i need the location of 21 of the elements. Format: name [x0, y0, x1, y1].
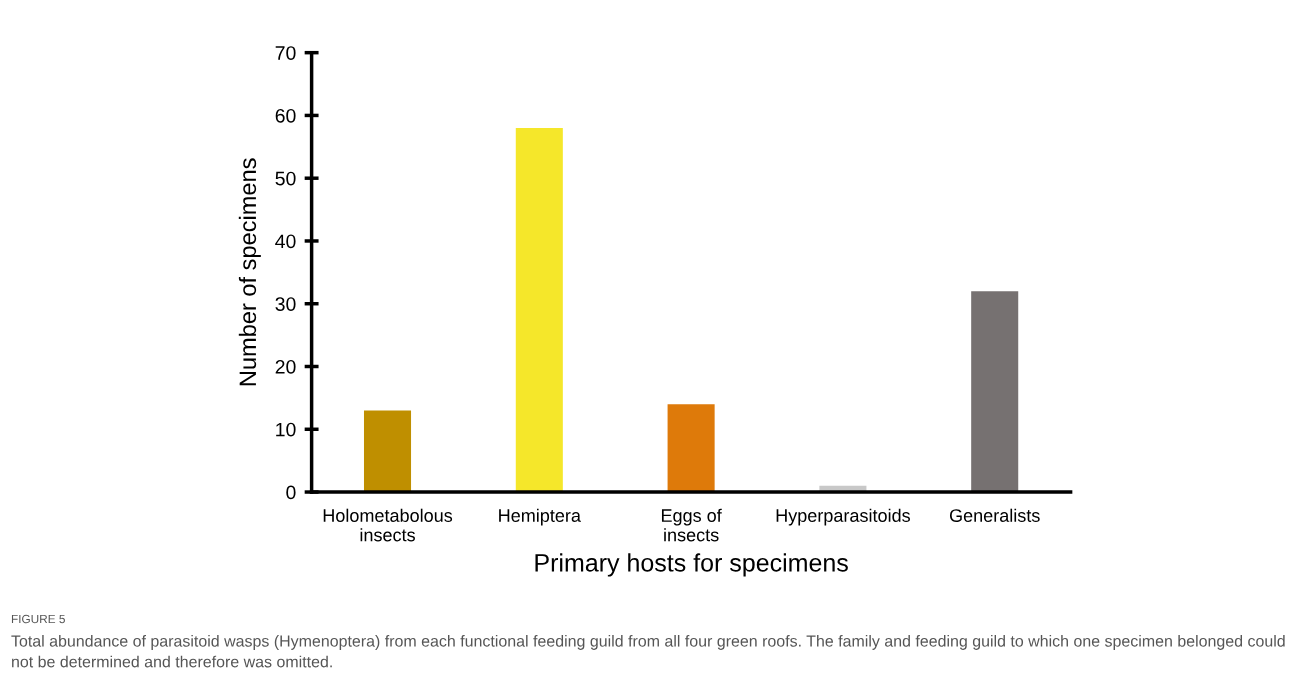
y-tick-label: 10 [276, 422, 296, 437]
y-tick-label: 60 [275, 108, 296, 123]
y-axis-title: Number of specimens [238, 158, 261, 386]
x-tick-label: Holometabolous insects [323, 508, 453, 542]
bar [971, 291, 1019, 493]
y-tick-label: 70 [275, 46, 296, 60]
x-tick-label: Eggs of insects [661, 508, 722, 542]
x-tick-label: Hemiptera [499, 508, 581, 526]
y-tick-label: 30 [275, 297, 296, 311]
y-tick-label: 20 [275, 359, 296, 374]
y-tick-label: 0 [286, 485, 296, 500]
text: Total abundance of parasitoid wasps (Hymenoptera) from each functional feeding guild from all four green roofs. The family and feeding guild to which one specimen belonged could not be determined and therefore was omitted. [11, 635, 1285, 668]
caption: FIGURE 5 [11, 614, 65, 624]
x-tick-label: Hyperparasitoids [776, 508, 910, 526]
x-axis-title: Primary hosts for specimens [535, 553, 848, 577]
bar [363, 410, 412, 493]
bar [515, 127, 563, 493]
y-tick-label: 40 [275, 234, 296, 249]
bar [667, 404, 715, 493]
y-tick-label: 50 [275, 171, 296, 186]
x-tick-label: Generalists [949, 508, 1040, 522]
